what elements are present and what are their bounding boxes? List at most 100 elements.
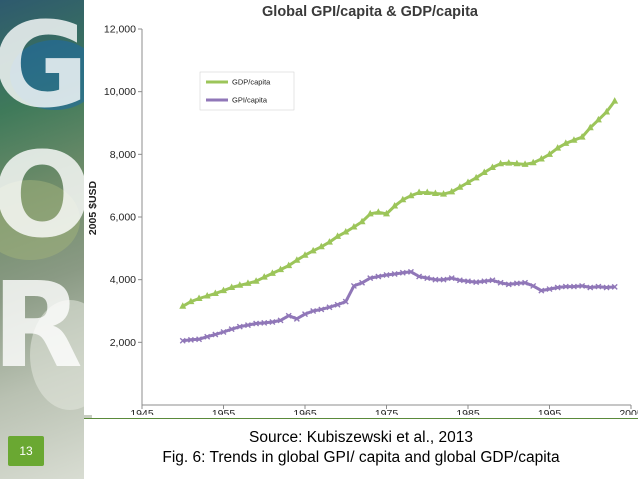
y-tick-label: 10,000 bbox=[104, 86, 136, 98]
data-point bbox=[366, 209, 374, 217]
data-point bbox=[424, 275, 431, 282]
x-tick-label: 1995 bbox=[538, 408, 562, 415]
data-point bbox=[342, 298, 349, 305]
legend-label-gdp: GDP/capita bbox=[232, 78, 271, 87]
background-photo-panel: G O R bbox=[0, 0, 92, 479]
chart-legend: GDP/capita GPI/capita bbox=[199, 71, 295, 111]
data-point bbox=[318, 306, 325, 313]
data-point bbox=[416, 273, 423, 280]
chart-series-layer bbox=[179, 97, 619, 344]
data-point bbox=[261, 319, 268, 326]
data-point bbox=[473, 279, 480, 286]
data-point bbox=[407, 268, 414, 275]
data-point bbox=[554, 284, 561, 291]
background-blob-light bbox=[30, 300, 92, 410]
data-point bbox=[187, 336, 194, 343]
data-point bbox=[228, 326, 235, 333]
data-point bbox=[253, 320, 260, 327]
data-point bbox=[611, 283, 618, 290]
data-point bbox=[432, 276, 439, 283]
data-point bbox=[325, 238, 333, 245]
data-point bbox=[538, 287, 545, 294]
slide-number-badge: 13 bbox=[8, 436, 44, 466]
data-point bbox=[407, 191, 415, 199]
x-tick-label: 1985 bbox=[456, 408, 480, 415]
background-title-letters: G O R bbox=[0, 0, 92, 390]
data-point bbox=[350, 223, 358, 230]
series-line bbox=[182, 100, 616, 308]
chart-axes: 2,000 4,000 6,000 8,000 10,000 12,000 1945 1955… bbox=[104, 24, 638, 416]
data-point bbox=[554, 144, 562, 151]
data-point bbox=[359, 279, 366, 286]
background-blob-blue bbox=[10, 40, 92, 110]
x-tick-label: 1965 bbox=[293, 408, 317, 415]
background-blob-green bbox=[0, 180, 80, 260]
y-tick-label: 8,000 bbox=[110, 149, 136, 161]
data-point bbox=[440, 276, 447, 283]
data-point bbox=[505, 281, 512, 288]
data-point bbox=[195, 294, 203, 301]
data-point bbox=[603, 108, 611, 115]
data-point bbox=[212, 331, 219, 338]
data-point bbox=[204, 333, 211, 340]
data-point bbox=[505, 159, 513, 166]
data-point bbox=[350, 282, 357, 289]
background-letter: G bbox=[0, 0, 89, 134]
data-point bbox=[488, 163, 496, 170]
chart-title: Global GPI/capita & GDP/capita bbox=[262, 4, 479, 20]
data-point bbox=[465, 278, 471, 285]
data-point bbox=[570, 136, 578, 143]
data-point bbox=[374, 208, 382, 215]
data-point bbox=[399, 195, 407, 203]
data-point bbox=[530, 282, 537, 289]
caption-source: Source: Kubiszewski et al., 2013 bbox=[248, 429, 473, 446]
data-point bbox=[268, 269, 276, 276]
x-tick-label: 2005 bbox=[619, 408, 638, 415]
data-point bbox=[513, 159, 521, 167]
data-point bbox=[391, 202, 399, 209]
data-point bbox=[293, 315, 300, 322]
legend-label-gpi: GPI/capita bbox=[232, 96, 268, 105]
data-point bbox=[383, 271, 390, 278]
data-point bbox=[228, 283, 236, 290]
data-point bbox=[562, 139, 570, 146]
y-tick-label: 4,000 bbox=[110, 274, 136, 286]
x-tick-label: 1945 bbox=[130, 408, 154, 415]
data-point bbox=[594, 115, 602, 123]
data-point bbox=[285, 261, 293, 269]
data-point bbox=[431, 189, 439, 196]
data-point bbox=[480, 168, 488, 176]
data-point bbox=[334, 301, 341, 308]
data-point bbox=[603, 284, 610, 291]
data-point bbox=[456, 277, 463, 284]
data-point bbox=[252, 277, 260, 284]
data-point bbox=[317, 242, 325, 250]
data-point bbox=[220, 328, 227, 335]
data-point bbox=[611, 97, 619, 104]
data-point bbox=[423, 188, 431, 196]
chart-panel: Global GPI/capita & GDP/capita 2,000 4,00… bbox=[84, 0, 638, 415]
data-point bbox=[529, 158, 537, 166]
series-gdp-capita bbox=[179, 97, 619, 309]
x-tick-label: 1955 bbox=[212, 408, 236, 415]
data-point bbox=[587, 284, 594, 291]
data-point bbox=[448, 187, 456, 195]
y-axis-label: 2005 $USD bbox=[87, 180, 99, 235]
data-point bbox=[367, 275, 374, 282]
data-point bbox=[497, 159, 505, 167]
data-point bbox=[196, 336, 203, 343]
data-point bbox=[481, 278, 488, 285]
data-point bbox=[203, 291, 211, 299]
data-point bbox=[211, 289, 219, 296]
data-point bbox=[236, 323, 243, 330]
series-line bbox=[182, 270, 615, 343]
data-point bbox=[546, 286, 553, 293]
data-point bbox=[521, 160, 529, 167]
data-point bbox=[546, 150, 553, 157]
background-letter: O bbox=[0, 126, 92, 264]
data-point bbox=[302, 311, 308, 318]
data-point bbox=[522, 279, 529, 286]
background-letter: R bbox=[0, 256, 83, 394]
data-point bbox=[342, 228, 350, 235]
data-point bbox=[375, 273, 382, 280]
